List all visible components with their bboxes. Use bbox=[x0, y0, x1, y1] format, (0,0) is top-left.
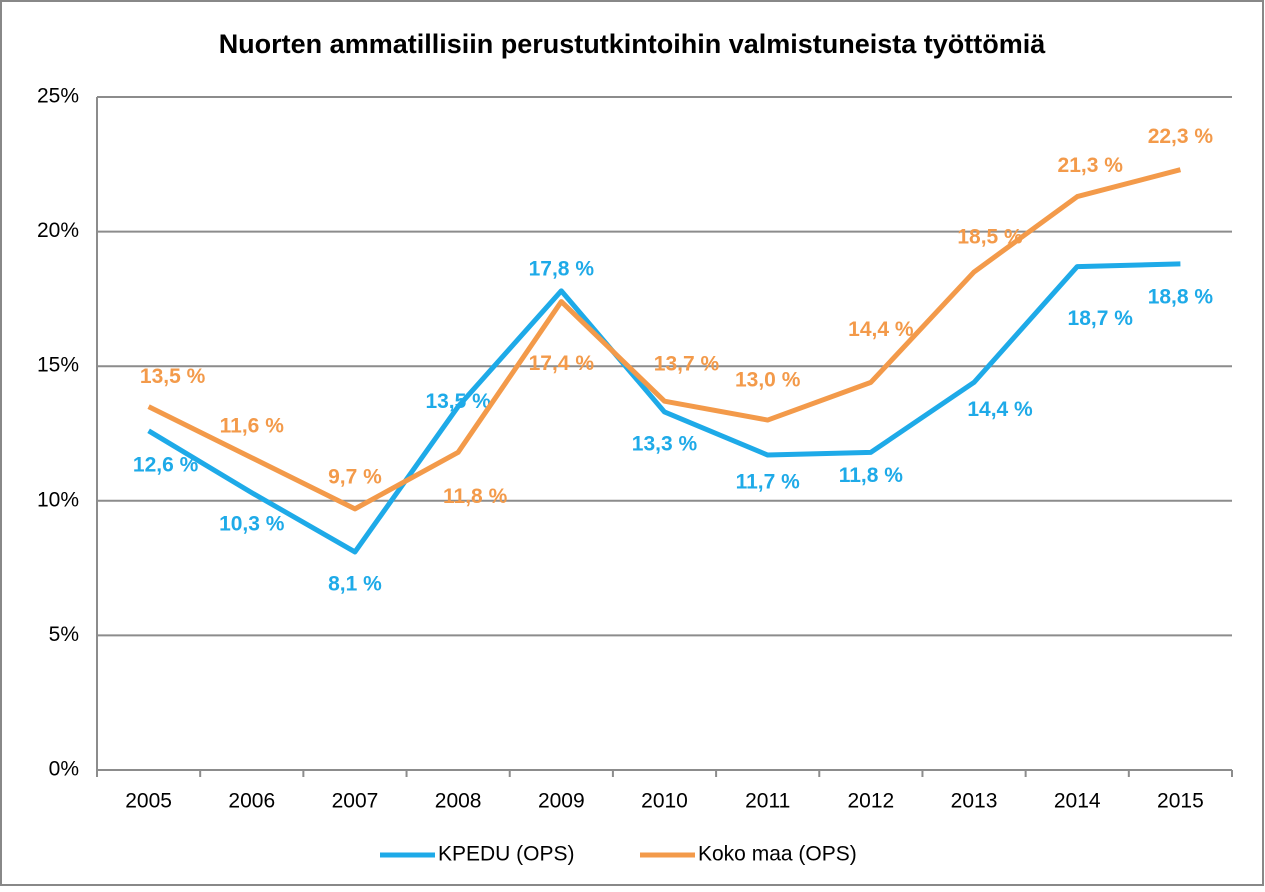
data-label: 17,4 % bbox=[529, 352, 595, 375]
x-tick-label: 2010 bbox=[641, 790, 688, 813]
x-tick-label: 2015 bbox=[1157, 790, 1204, 813]
y-tick-label: 10% bbox=[37, 488, 79, 511]
series-line bbox=[147, 261, 1181, 555]
x-tick-label: 2005 bbox=[125, 790, 172, 813]
data-label: 13,5 % bbox=[140, 365, 206, 388]
data-label: 13,7 % bbox=[654, 353, 720, 376]
data-label: 14,4 % bbox=[967, 398, 1033, 421]
data-label: 13,5 % bbox=[425, 390, 491, 413]
data-label: 18,5 % bbox=[957, 226, 1023, 249]
x-tick-label: 2013 bbox=[951, 790, 998, 813]
x-tick-label: 2009 bbox=[538, 790, 585, 813]
data-label: 13,3 % bbox=[632, 433, 698, 456]
data-label: 8,1 % bbox=[328, 572, 382, 595]
y-tick-label: 25% bbox=[37, 85, 79, 108]
chart-title: Nuorten ammatillisiin perustutkintoihin … bbox=[219, 29, 1047, 59]
data-label: 11,8 % bbox=[443, 485, 508, 508]
data-label: 12,6 % bbox=[133, 453, 199, 476]
data-label: 10,3 % bbox=[219, 512, 285, 535]
data-label: 21,3 % bbox=[1058, 154, 1124, 177]
data-label: 17,8 % bbox=[529, 257, 595, 280]
legend-label: Koko maa (OPS) bbox=[698, 843, 857, 866]
data-label: 22,3 % bbox=[1148, 125, 1214, 148]
x-tick-label: 2011 bbox=[745, 790, 790, 813]
data-label: 11,7 % bbox=[736, 471, 801, 494]
data-label: 13,0 % bbox=[735, 369, 801, 392]
data-label: 11,6 % bbox=[220, 414, 285, 437]
x-tick-label: 2014 bbox=[1054, 790, 1101, 813]
x-tick-label: 2008 bbox=[435, 790, 482, 813]
data-label: 18,8 % bbox=[1148, 285, 1214, 308]
data-label: 18,7 % bbox=[1068, 307, 1134, 330]
data-label: 14,4 % bbox=[848, 318, 914, 341]
x-tick-label: 2006 bbox=[228, 790, 275, 813]
data-label: 11,8 % bbox=[839, 464, 904, 487]
y-tick-label: 5% bbox=[49, 623, 79, 646]
x-tick-label: 2007 bbox=[332, 790, 379, 813]
y-tick-label: 0% bbox=[49, 758, 79, 781]
series-line bbox=[147, 167, 1182, 512]
x-tick-label: 2012 bbox=[848, 790, 895, 813]
legend-label: KPEDU (OPS) bbox=[438, 843, 575, 866]
y-tick-label: 20% bbox=[37, 219, 79, 242]
y-tick-label: 15% bbox=[37, 354, 79, 377]
data-label: 9,7 % bbox=[328, 465, 382, 488]
